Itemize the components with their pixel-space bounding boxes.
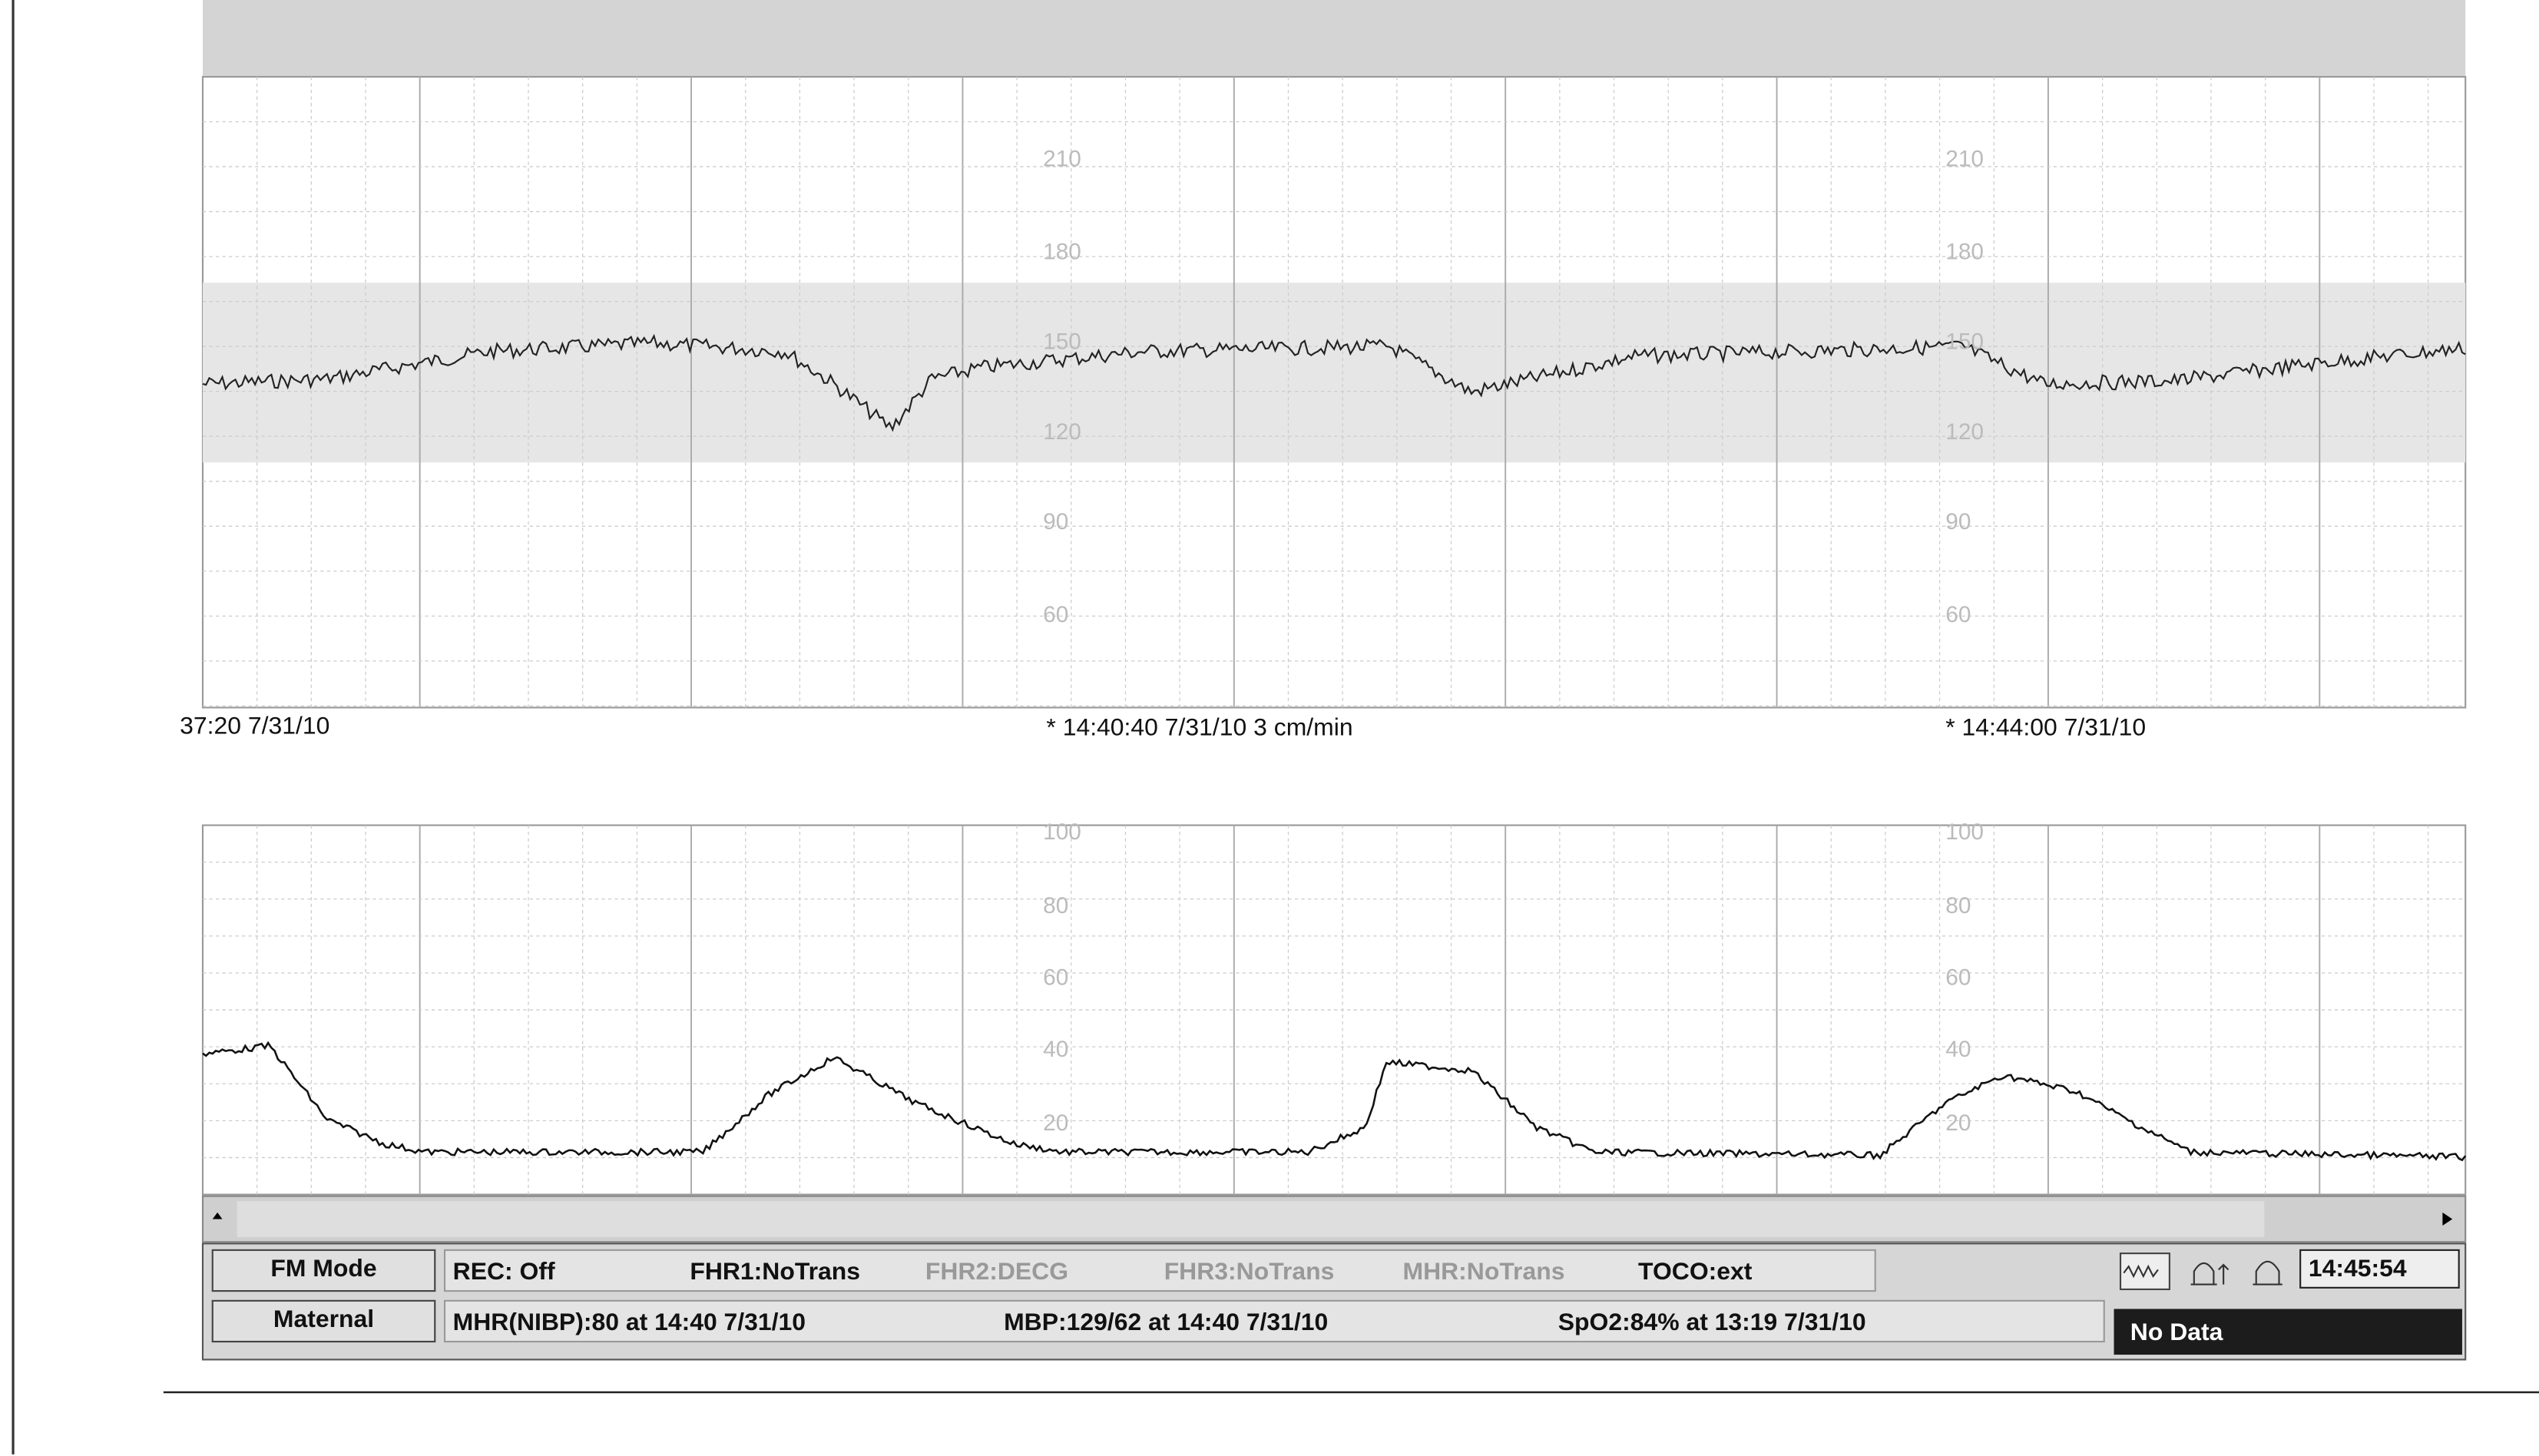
fhr-normal-band (202, 283, 2466, 463)
button[interactable] (211, 1249, 436, 1292)
toco-scale-label: 80 (1945, 893, 1971, 918)
fhr-scale-label: 90 (1043, 509, 1068, 534)
status-text: REC: Off (453, 1257, 555, 1285)
top-strip (202, 0, 2466, 78)
alarm-icon[interactable] (2190, 1262, 2229, 1286)
fhr-scale-label: 210 (1043, 146, 1081, 171)
status-row (443, 1249, 1876, 1292)
toco-scale-label: 80 (1043, 893, 1068, 918)
fhr-scale-label: 180 (1945, 240, 1984, 265)
wave-icon (2123, 1264, 2159, 1279)
fhr-trace (202, 333, 2466, 432)
toco-scale-label: 40 (1945, 1037, 1971, 1062)
status-text: MHR(NIBP):80 at 14:40 7/31/10 (453, 1308, 806, 1335)
toco-scale-label: 60 (1043, 965, 1068, 991)
button-label: FM Mode (270, 1254, 376, 1282)
status-text: MHR:NoTrans (1402, 1257, 1564, 1285)
button[interactable] (211, 1299, 436, 1343)
no-data-box (2114, 1309, 2462, 1355)
status-text: FHR1:NoTrans (690, 1257, 860, 1285)
fhr-scale-label: 120 (1945, 419, 1984, 445)
fhr-scale-label: 120 (1043, 419, 1081, 445)
scale-labels: 210 180 150 120 90 60 100 80 60 40 20 210 180 150 120 9… (1043, 146, 1984, 1135)
button-label: Maternal (273, 1305, 374, 1332)
timestamp: * 14:44:00 7/31/10 (1945, 713, 2146, 741)
fhr-scale-label: 180 (1043, 240, 1081, 265)
status-text: TOCO:ext (1638, 1257, 1753, 1285)
grid (202, 77, 2466, 1195)
fhr-scale-label: 90 (1945, 509, 1971, 534)
clock-box (2299, 1249, 2460, 1289)
scroll-track (237, 1201, 2265, 1237)
fhr-scale-label: 60 (1945, 602, 1971, 627)
toco-scale-label: 60 (1945, 965, 1971, 991)
fhr-scale-label: 210 (1945, 146, 1984, 171)
status-text: MBP:129/62 at 14:40 7/31/10 (1004, 1308, 1328, 1335)
status-text: FHR2:DECG (925, 1257, 1068, 1285)
status-text: FHR3:NoTrans (1164, 1257, 1335, 1285)
fhr-scale-label: 150 (1945, 329, 1984, 355)
toco-scale-label: 20 (1043, 1110, 1068, 1136)
clock: 14:45:54 (2309, 1254, 2407, 1282)
fhr-scale-label: 60 (1043, 602, 1068, 627)
timestamp: * 14:40:40 7/31/10 3 cm/min (1046, 713, 1352, 741)
fhr-scale-label: 150 (1043, 329, 1081, 355)
toco-scale-label: 100 (1043, 819, 1081, 845)
toco-scale-label: 100 (1945, 819, 1984, 845)
no-data: No Data (2130, 1318, 2223, 1345)
toco-scale-label: 20 (1945, 1110, 1971, 1136)
bell-icon[interactable] (2253, 1260, 2282, 1286)
toco-trace (202, 1041, 2467, 1162)
timestamp: 37:20 7/31/10 (180, 711, 329, 739)
status-row (443, 1299, 2105, 1343)
status-text: SpO2:84% at 13:19 7/31/10 (1558, 1308, 1866, 1335)
toco-scale-label: 40 (1043, 1037, 1068, 1062)
